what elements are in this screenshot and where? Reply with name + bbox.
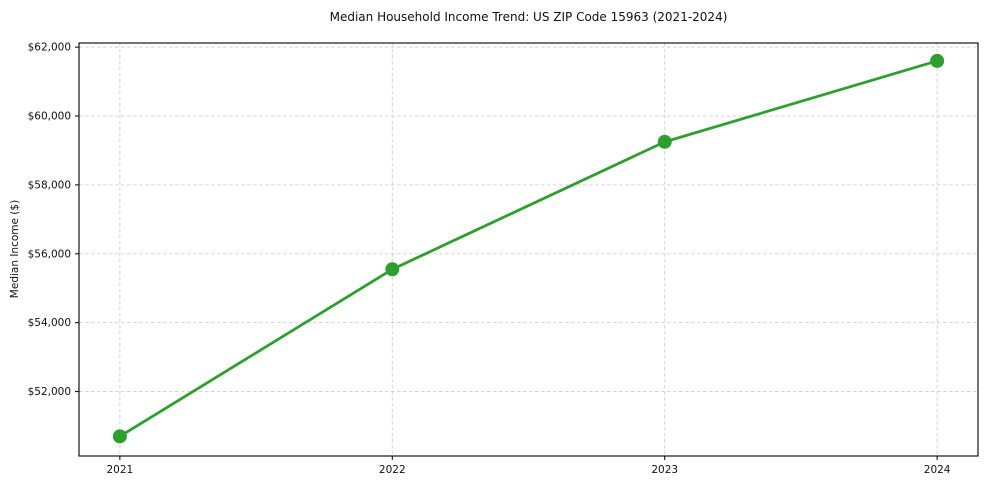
y-tick-label: $56,000 [28,248,71,260]
y-tick-label: $52,000 [28,386,71,398]
x-tick-label: 2024 [924,464,951,476]
plot-border [78,42,979,457]
y-tick-label: $58,000 [28,179,71,191]
x-tick-label: 2021 [106,464,133,476]
x-tick-label: 2023 [651,464,678,476]
trend-line [118,59,939,438]
data-point-marker [112,429,127,444]
y-tick-label: $62,000 [28,42,71,54]
data-point-marker [385,262,400,277]
y-tick-label: $54,000 [28,317,71,329]
chart-title: Median Household Income Trend: US ZIP Co… [329,10,728,24]
y-tick-label: $60,000 [28,111,71,123]
data-point-marker [657,134,672,149]
data-point-marker [930,53,945,68]
x-tick-label: 2022 [379,464,406,476]
